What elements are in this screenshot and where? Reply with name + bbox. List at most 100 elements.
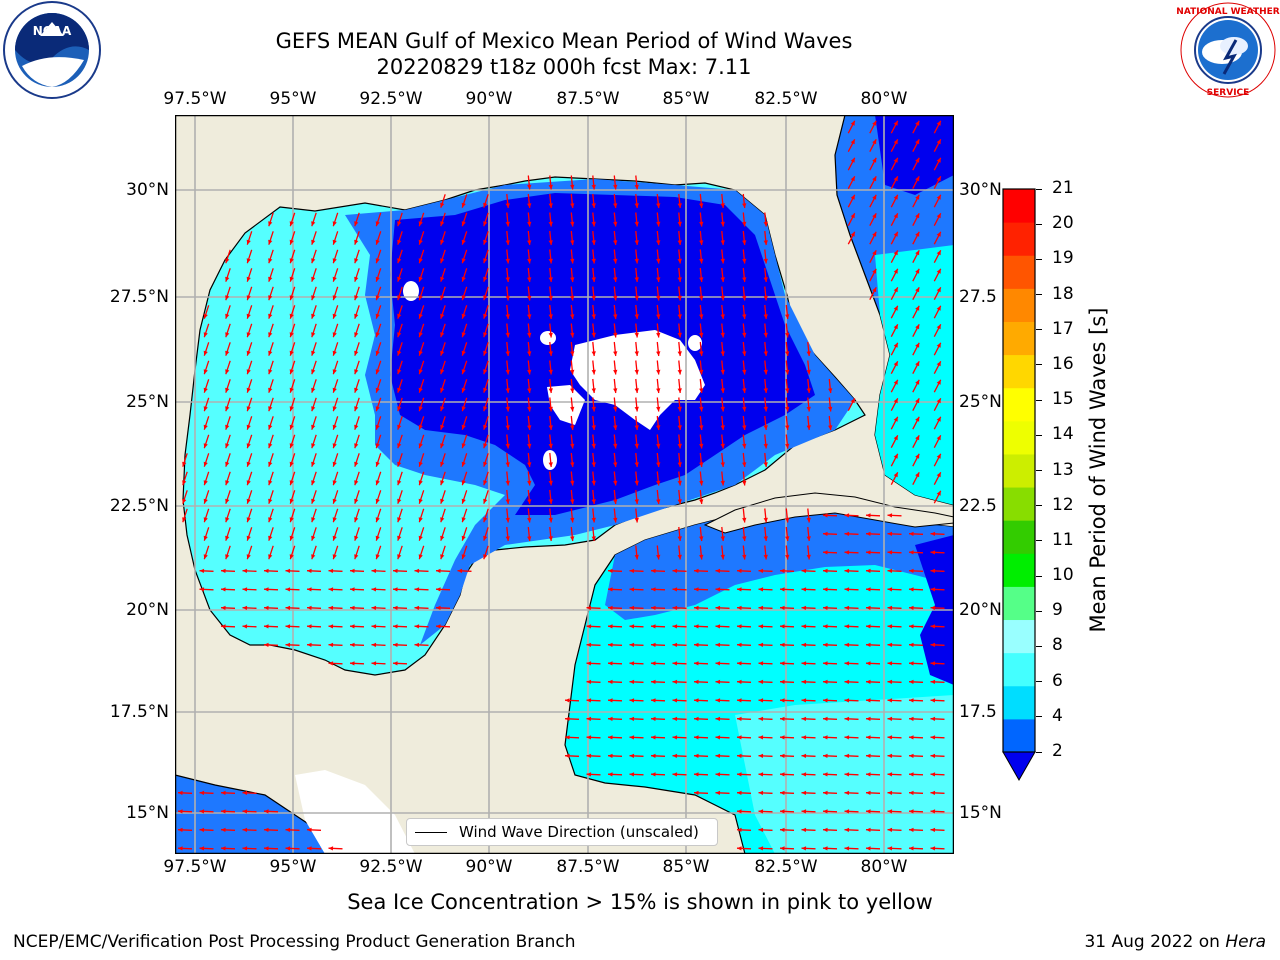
wind-arrow-head [656,369,661,375]
nws-logo: NATIONAL WEATHER SERVICE [1176,2,1280,98]
wind-arrow-head [656,203,661,208]
wind-arrow-head [737,790,742,795]
wind-arrow-head [570,184,575,190]
wind-arrow-head [915,120,920,126]
wind-arrow-head [915,213,920,219]
wind-arrow-head [780,605,785,610]
wind-arrow-head [225,517,230,523]
lon-tick: 90°W [465,89,513,109]
wind-arrow-head [221,624,226,629]
wind-arrow-head [311,406,316,412]
wind-arrow-head [268,406,273,412]
wind-arrow-head [936,157,941,163]
wind-arrow-head [332,295,337,301]
wind-arrow-head [909,846,914,851]
colorbar-band [1003,553,1035,587]
wind-arrow-head [570,517,575,523]
wind-arrow-head [289,461,294,467]
wind-arrow-head [311,517,316,523]
wind-arrow-head [720,425,725,430]
wind-arrow-head [613,369,618,375]
wind-arrow-head [656,351,661,356]
wind-arrow-head [393,568,398,573]
wind-arrow-head [608,661,613,666]
wind-arrow-head [418,369,423,375]
wind-arrow-head [418,295,423,301]
wind-arrow-head [483,535,488,541]
wind-arrow-head [289,535,294,541]
footer-host: Hera [1225,932,1266,952]
wind-arrow-head [264,642,269,647]
wind-arrow-head [763,388,768,393]
wind-arrow-head [742,369,747,375]
wind-arrow-head [651,772,656,777]
wind-arrow-head [866,772,871,777]
wind-arrow-head [694,624,699,629]
wind-arrow-head [844,624,850,629]
wind-arrow-head [613,406,618,412]
wind-arrow-head [246,535,251,541]
wind-arrow-head [440,295,445,301]
wind-arrow-head [785,425,790,430]
wind-arrow-head [285,846,291,851]
wind-arrow-head [887,809,893,814]
wind-arrow-head [651,587,656,592]
wind-arrow-head [823,846,828,851]
wind-arrow-head [629,753,635,758]
wind-arrow-head [720,314,725,319]
wind-arrow-head [758,568,764,573]
wind-arrow-head [677,258,682,264]
wind-arrow-head [651,642,656,647]
wind-arrow-head [936,472,941,478]
wind-arrow-head [742,314,747,319]
wind-arrow-head [461,424,466,430]
wind-arrow-head [548,221,553,227]
wind-arrow-head [893,120,898,126]
wind-arrow-head [311,313,316,319]
wind-arrow-head [801,790,807,795]
wind-arrow-head [264,624,269,629]
wind-arrow-head [608,698,613,703]
wind-arrow-head [375,258,380,264]
colorbar-tick-label: 4 [1052,705,1063,726]
wind-arrow-head [440,424,445,430]
wind-arrow-head [699,499,704,504]
wind-arrow-head [694,716,699,721]
wind-arrow-head [375,295,380,301]
wind-arrow-head [371,624,377,629]
wind-arrow-head [785,443,790,449]
wind-arrow-head [915,250,920,256]
wind-arrow-head [780,587,785,592]
wind-arrow-head [203,443,208,449]
wind-arrow-head [527,221,532,227]
wind-arrow-head [656,295,661,301]
wind-arrow-head [527,425,532,430]
colorbar-tick-mark [1036,364,1042,366]
wind-arrow-head [397,498,402,504]
wind-arrow-head [720,277,725,282]
wind-arrow-head [548,480,553,486]
wind-arrow-head [246,406,251,412]
wind-arrow-head [634,443,639,449]
wind-arrow-head [397,239,402,245]
wind-arrow-head [289,369,294,375]
wind-arrow-head [375,517,380,523]
colorbar-band [1003,586,1035,621]
wind-arrow-head [893,287,898,293]
wind-arrow-head [887,661,893,666]
wind-arrow-head [418,554,423,560]
wind-arrow-head [203,535,208,541]
wind-arrow-head [720,351,725,356]
wind-arrow-head [246,258,251,264]
wind-arrow-head [801,846,807,851]
wind-arrow-head [763,536,768,541]
wind-arrow-head [715,716,721,721]
wind-arrow-head [780,735,785,740]
wind-arrow-head [699,480,704,486]
wind-arrow-head [289,406,294,412]
wind-arrow-head [311,258,316,264]
wind-arrow-head [264,568,269,573]
wind-arrow-head [268,350,273,356]
wind-arrow-head [629,624,635,629]
wind-arrow-head [203,369,208,375]
